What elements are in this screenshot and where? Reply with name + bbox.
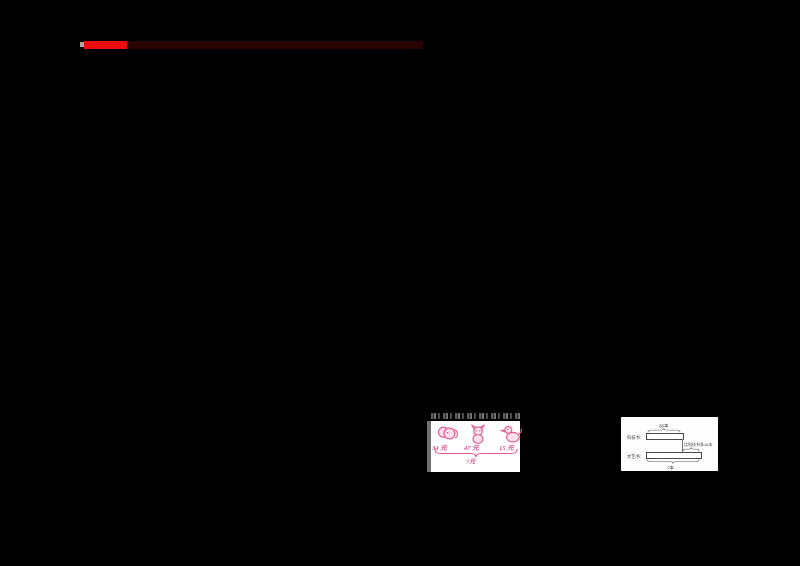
toy-cat-image	[470, 424, 486, 444]
top-over-brace	[647, 427, 681, 432]
toy-elephant-image	[437, 426, 458, 440]
alignment-line	[682, 439, 684, 452]
top-bar-count-label: 36本	[659, 423, 669, 429]
top-bar	[646, 433, 684, 440]
price-label-cat: 47 元	[464, 444, 479, 452]
total-under-brace	[434, 449, 518, 458]
toy-price-figure: 34 元 47 元 15 元 ?元	[427, 421, 522, 472]
list-marker-square	[80, 42, 84, 47]
bottom-under-brace	[646, 458, 700, 464]
difference-over-brace	[682, 446, 700, 451]
dark-red-highlight-bar	[127, 41, 423, 49]
tape-diagram-figure: 36本 科技书: 比科技书多16本 文艺书: ?本	[621, 417, 718, 471]
top-row-label: 科技书:	[627, 435, 642, 440]
difference-label: 比科技书多16本	[684, 442, 713, 447]
bottom-bar	[646, 452, 702, 459]
red-highlight-bar	[84, 41, 127, 49]
clipped-text-fragment	[431, 413, 521, 419]
price-label-elephant: 34 元	[432, 444, 447, 452]
toy-duck-image	[499, 425, 522, 443]
price-label-duck: 15 元	[499, 444, 514, 452]
bottom-question-label: ?本	[667, 465, 675, 471]
figure-edge-shadow	[427, 421, 431, 472]
total-question-label: ?元	[466, 457, 476, 465]
bottom-row-label: 文艺书:	[627, 454, 642, 459]
